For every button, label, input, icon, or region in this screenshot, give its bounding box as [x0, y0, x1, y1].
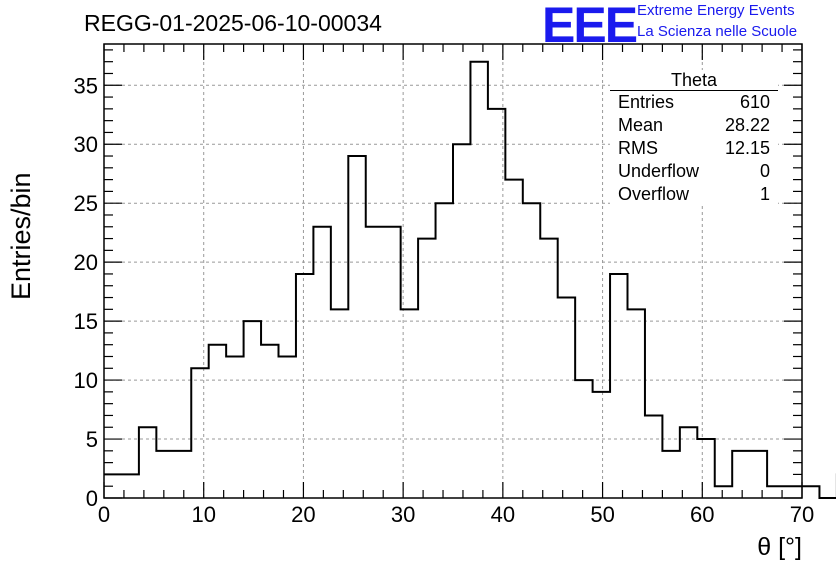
x-tick-label: 10	[191, 502, 215, 527]
stats-row-mean: Mean 28.22	[610, 114, 778, 137]
y-tick-label: 10	[74, 368, 98, 393]
stats-label: Underflow	[618, 161, 700, 181]
x-tick-label: 30	[391, 502, 415, 527]
chart-title: REGG-01-2025-06-10-00034	[84, 10, 382, 36]
y-tick-label: 25	[74, 191, 98, 216]
y-tick-label: 20	[74, 250, 98, 275]
x-tick-label: 20	[291, 502, 315, 527]
plot-frame	[103, 43, 803, 499]
org-name-line1: Extreme Energy Events	[637, 2, 795, 19]
y-tick-label: 5	[86, 427, 98, 452]
y-tick-label: 35	[74, 73, 98, 98]
stats-row-overflow: Overflow 1	[610, 183, 778, 206]
stats-label: Overflow	[618, 184, 690, 204]
stats-box: Theta Entries 610 Mean 28.22 RMS 12.15 U…	[610, 70, 778, 206]
stats-label: RMS	[618, 138, 658, 158]
eee-logo: EEE	[542, 0, 638, 53]
stats-label: Mean	[618, 115, 664, 135]
x-tick-label: 0	[98, 502, 110, 527]
y-tick-label: 15	[74, 309, 98, 334]
stats-row-rms: RMS 12.15	[610, 137, 778, 160]
stats-label: Entries	[618, 92, 675, 112]
x-tick-label: 40	[491, 502, 515, 527]
org-name-line2: La Scienza nelle Scuole	[637, 23, 798, 40]
histogram-step-line	[104, 60, 836, 499]
stats-title: Theta	[610, 70, 778, 91]
stats-value: 0	[759, 161, 770, 181]
y-tick-label: 0	[86, 486, 98, 511]
x-axis-label: θ [°]	[757, 533, 802, 561]
stats-row-underflow: Underflow 0	[610, 160, 778, 183]
stats-value: 28.22	[724, 115, 770, 135]
x-tick-label: 60	[690, 502, 714, 527]
y-axis-label: Entries/bin	[6, 172, 36, 300]
stats-value: 12.15	[724, 138, 770, 158]
x-tick-label: 70	[790, 502, 814, 527]
axis-ticks	[103, 44, 803, 499]
y-tick-label: 30	[74, 132, 98, 157]
stats-value: 1	[759, 184, 770, 204]
x-tick-label: 50	[590, 502, 614, 527]
stats-value: 610	[739, 92, 770, 112]
stats-row-entries: Entries 610	[610, 91, 778, 114]
